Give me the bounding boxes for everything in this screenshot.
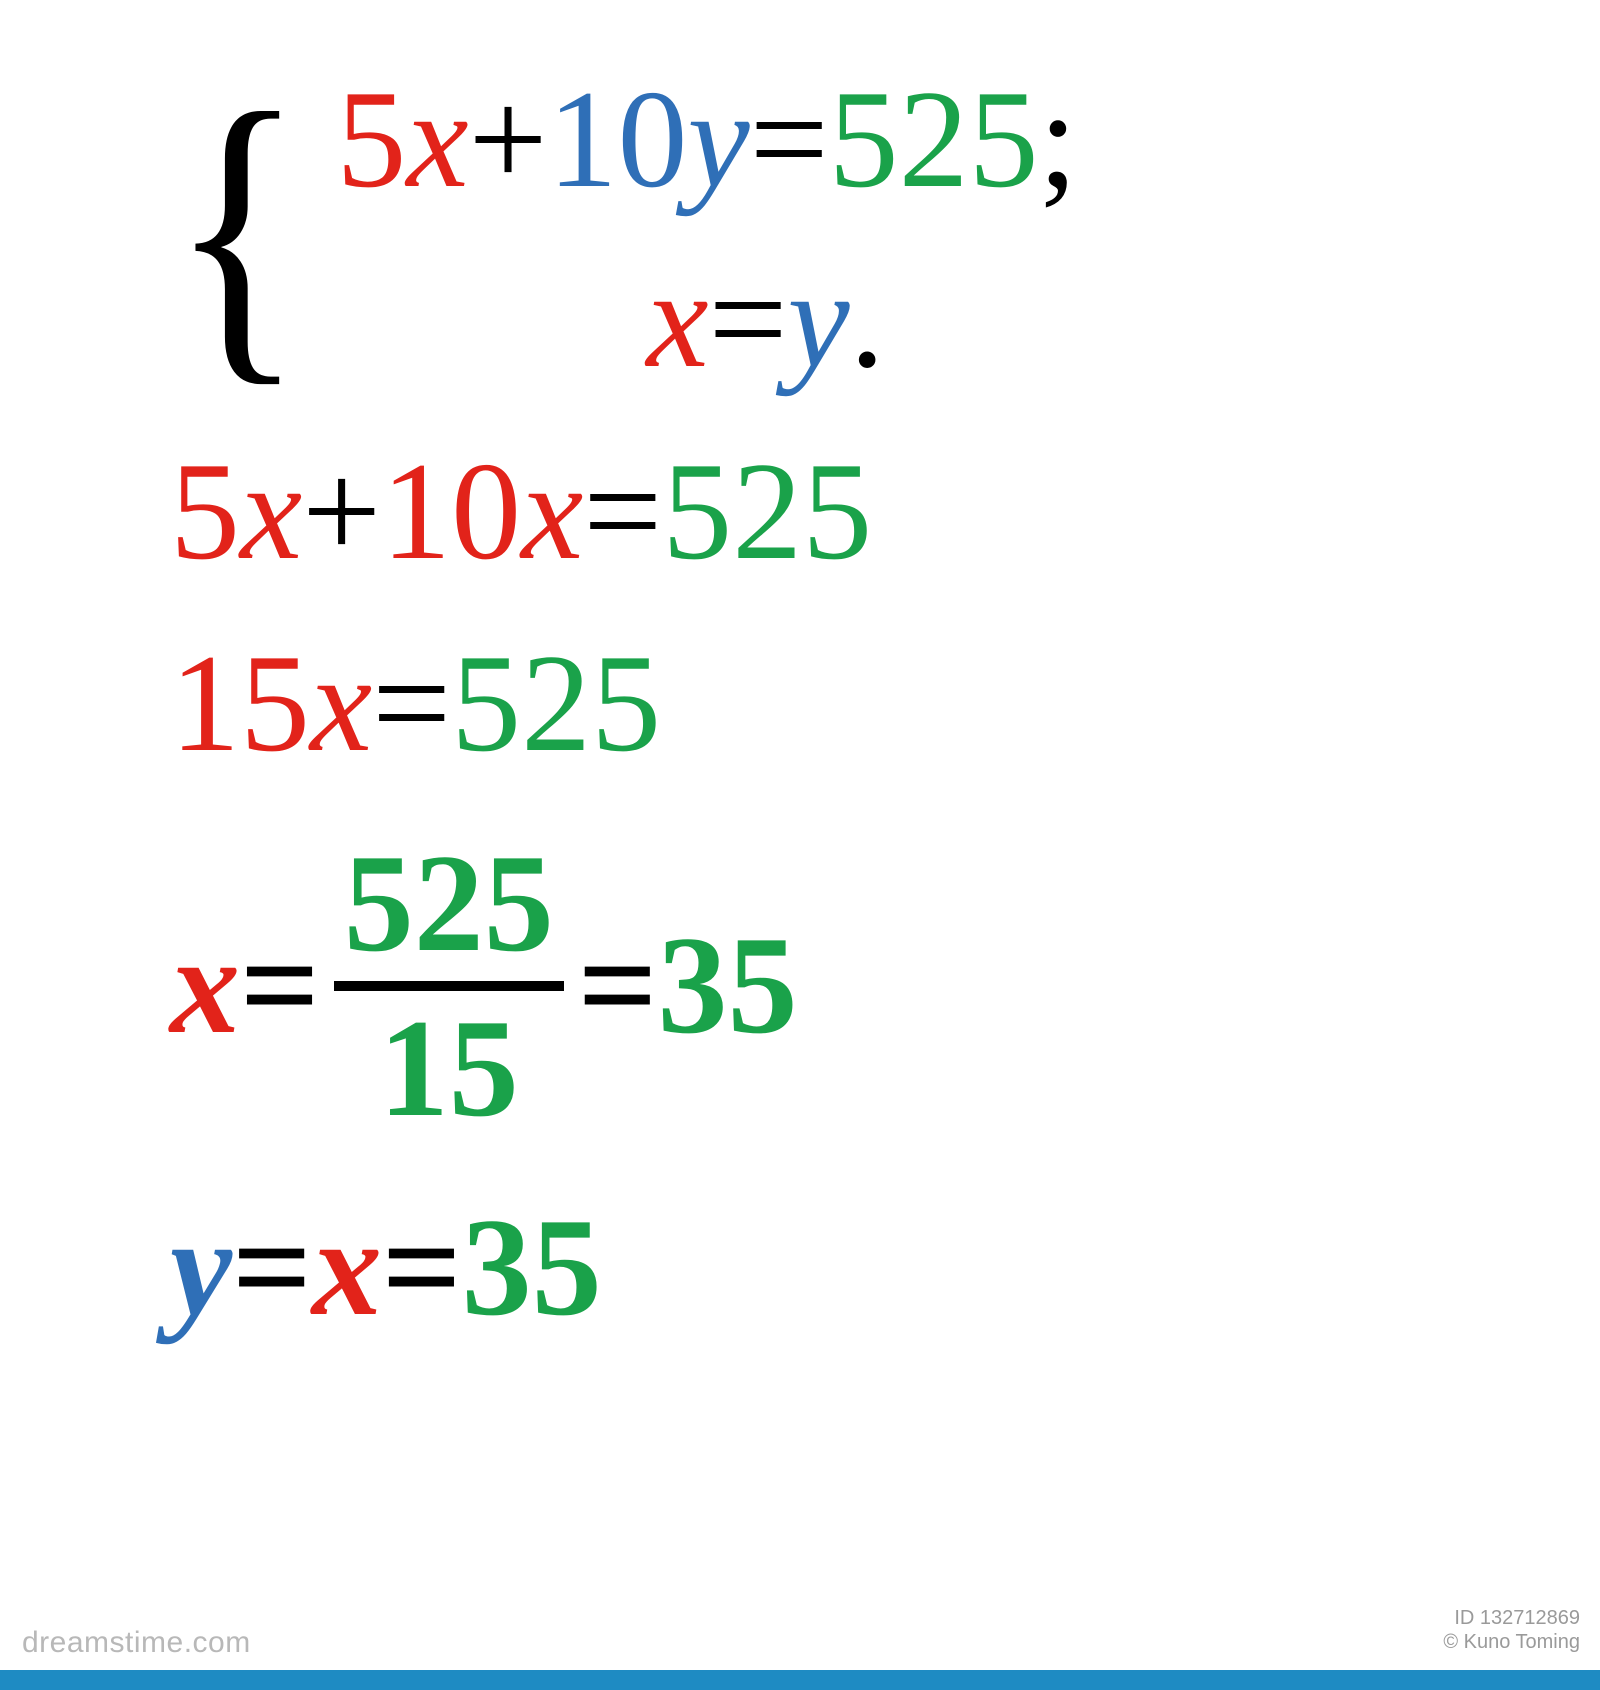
system-row-2: x = y. [336,250,1077,390]
math-token: 35 [658,916,798,1056]
equation-block: { 5x + 10y = 525; x = y. 5x + 10x = 5251… [170,70,1470,1338]
math-illustration: { 5x + 10y = 525; x = y. 5x + 10x = 5251… [0,0,1600,1690]
math-token: 15 [170,634,310,774]
system-row-1: 5x + 10y = 525; [336,70,1077,210]
math-token: ; [1039,70,1078,210]
watermark-author: © Kuno Toming [1443,1631,1580,1654]
math-token: = [232,1198,312,1338]
math-token: x [170,916,240,1056]
math-token: = [583,442,662,582]
math-token: x [646,250,708,390]
math-token: x [240,442,302,582]
step-line-2: 15x = 525 [170,634,1470,774]
solution-steps: 5x + 10x = 52515x = 525x = 52515 = 35y =… [170,442,1470,1338]
math-token: x [312,1198,382,1338]
math-token: x [310,634,372,774]
math-token: 35 [462,1198,602,1338]
watermark-site: dreamstime.com [22,1626,251,1660]
math-token: y [788,250,850,390]
math-token: + [469,70,548,210]
math-token: 5 [170,442,240,582]
watermark-id: ID 132712869 [1454,1607,1580,1630]
math-token: 10 [548,70,688,210]
math-token: 525 [662,442,872,582]
fraction-bar [334,981,564,991]
math-token: + [302,442,381,582]
math-token: x [521,442,583,582]
math-token: . [850,250,885,390]
fraction: 52515 [334,826,564,1146]
math-token: = [382,1198,462,1338]
math-token: = [240,916,320,1056]
footer-bar [0,1670,1600,1690]
math-token: = [750,70,829,210]
step-line-3: x = 52515 = 35 [170,826,1470,1146]
math-token: 525 [829,70,1039,210]
step-line-1: 5x + 10x = 525 [170,442,1470,582]
math-token: = [709,250,788,390]
math-token: x [406,70,468,210]
left-brace-icon: { [170,90,305,371]
system-rows: 5x + 10y = 525; x = y. [336,70,1077,390]
fraction-denominator: 15 [369,991,529,1146]
fraction-numerator: 525 [334,826,564,981]
math-token: 525 [451,634,661,774]
math-token: y [688,70,750,210]
math-token: y [170,1198,232,1338]
math-token: 10 [381,442,521,582]
system-of-equations: { 5x + 10y = 525; x = y. [170,70,1470,390]
step-line-4: y = x = 35 [170,1198,1470,1338]
left-brace-cell: { [170,90,336,371]
math-token: 5 [336,70,406,210]
math-token: = [578,916,658,1056]
math-token: = [372,634,451,774]
